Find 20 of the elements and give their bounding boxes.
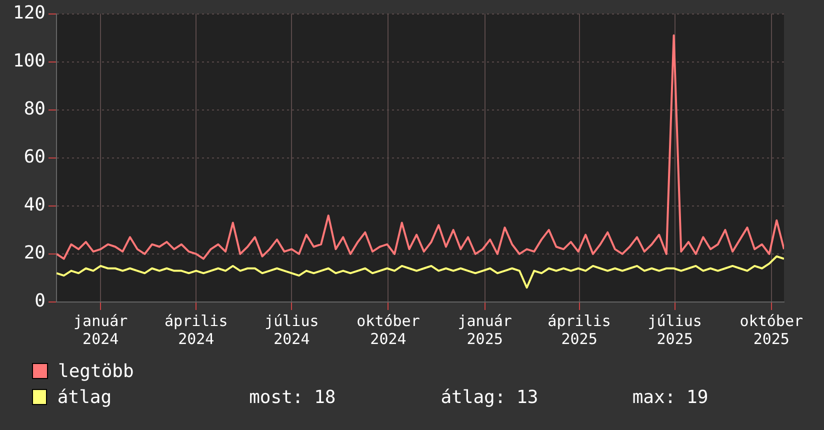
x-tick-label: január 2024 (74, 312, 128, 348)
y-tick-label: 0 (34, 290, 46, 312)
text: max: 19 (632, 386, 710, 408)
x-tick-label: április 2024 (164, 312, 228, 348)
y-tick-label: 100 (12, 50, 46, 72)
x-tick-label: július 2025 (648, 312, 702, 348)
y-tick-label: 60 (24, 146, 46, 168)
y-tick-label: 20 (24, 242, 46, 264)
text: átlag: 13 (440, 386, 540, 408)
y-tick-label: 80 (24, 98, 46, 120)
x-tick-label: július 2024 (264, 312, 319, 348)
text: most: 18 (249, 386, 337, 408)
legend-label: átlag (57, 386, 113, 408)
x-tick-label: április 2025 (548, 312, 611, 348)
y-tick-label: 120 (12, 2, 46, 24)
x-tick-label: január 2025 (458, 312, 512, 348)
legend-label: legtöbb (58, 360, 135, 382)
x-tick-label: október 2024 (356, 312, 420, 348)
x-tick-label: október 2025 (740, 312, 804, 348)
y-tick-label: 40 (24, 194, 46, 216)
